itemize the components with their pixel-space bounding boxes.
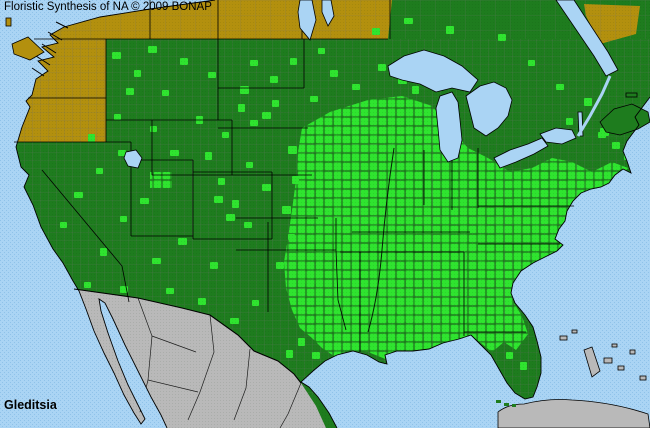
- andros-island: [583, 346, 601, 378]
- lake-erie: [493, 137, 549, 169]
- florida-keys: [496, 400, 516, 407]
- mississippi-river: [367, 147, 395, 333]
- us-mexico-border: [73, 288, 302, 384]
- lake-huron: [465, 81, 513, 137]
- lake-ontario: [539, 127, 577, 145]
- taxon-label: Gleditsia: [4, 398, 57, 412]
- map-title: Floristic Synthesis of NA © 2009 BONAP: [4, 1, 212, 13]
- state-borders: [14, 0, 574, 352]
- islands: [5, 17, 650, 428]
- lake-manitoba: [321, 0, 335, 27]
- haida-gwaii: [5, 17, 12, 27]
- cuba: [497, 399, 650, 428]
- great-salt-lake: [123, 149, 143, 169]
- prince-edward-island: [625, 92, 638, 98]
- st-lawrence-river: [576, 75, 612, 137]
- lake-superior: [387, 49, 479, 93]
- pacific-coast-inlets: [31, 21, 69, 77]
- lakes: [123, 0, 619, 169]
- bahamas: [559, 329, 647, 381]
- lake-michigan: [435, 91, 463, 163]
- lake-winnipeg: [297, 0, 317, 41]
- st-lawrence-estuary: [555, 0, 619, 77]
- coastline: [15, 0, 650, 428]
- vancouver-island: [11, 36, 45, 61]
